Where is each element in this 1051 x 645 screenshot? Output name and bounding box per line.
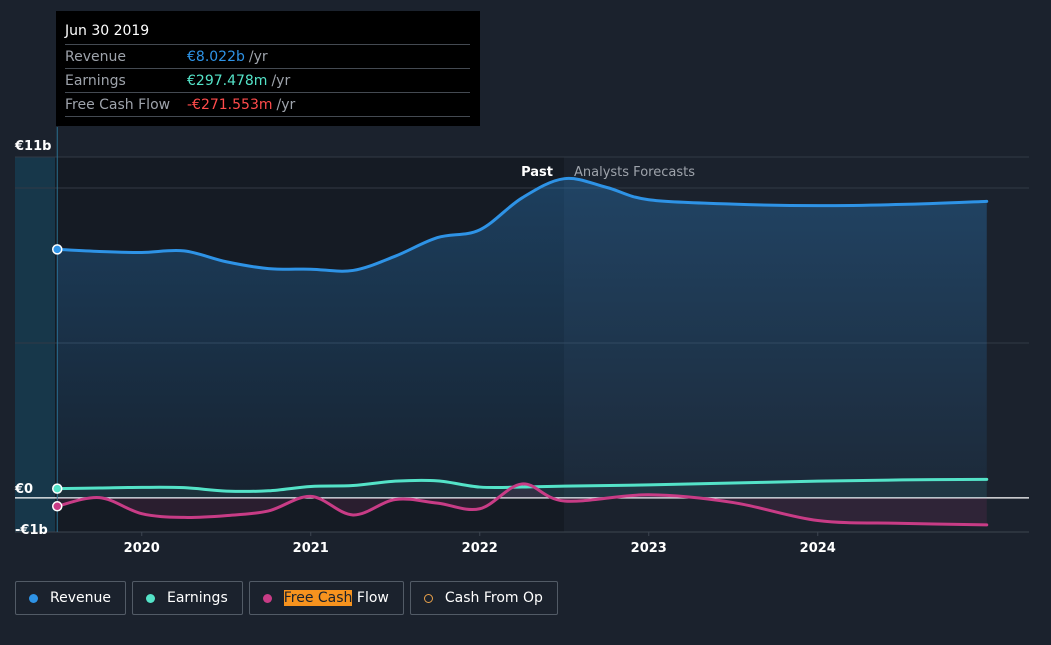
tooltip-label: Earnings [65,72,126,89]
legend-item-revenue[interactable]: Revenue [15,581,126,615]
legend-label: Cash From Op [444,590,543,606]
tooltip-row-earnings: Earnings €297.478m /yr [65,68,470,92]
tooltip-value: €297.478m [187,72,268,89]
series-lines [55,176,989,527]
tooltip-unit: /yr [271,72,291,89]
legend-label: Flow [352,590,389,606]
earnings-highlight-point [52,483,63,494]
y-tick-label: €11b [14,139,51,154]
x-tick-label: 2024 [800,541,836,556]
legend-dot-icon [145,593,155,603]
y-tick-label: -€1b [15,523,48,538]
tooltip-date: Jun 30 2019 [65,23,150,39]
legend-label: Earnings [166,590,228,606]
legend-item-cash-from-op[interactable]: Cash From Op [409,581,558,615]
legend-item-fcf[interactable]: Free Cash Flow [248,581,404,615]
legend-label: Revenue [50,590,111,606]
legend-label-highlight: Free Cash [283,590,353,606]
past-label: Past [521,165,553,180]
fcf-highlight-point [52,501,63,512]
tooltip-value: -€271.553m [187,96,273,113]
revenue-area [57,178,987,498]
highlight-band [15,157,55,532]
tooltip-row-revenue: Revenue €8.022b /yr [65,44,470,68]
tooltip-label: Revenue [65,48,126,65]
highlight-markers [52,244,63,512]
legend-dot-icon [262,593,272,603]
legend-ring-icon [423,593,433,603]
y-tick-label: €0 [14,482,33,497]
legend-dot-icon [29,593,38,603]
x-axis-ticks: 2020 2021 2022 2023 2024 [124,532,836,556]
tooltip-value: €8.022b [187,48,245,65]
x-tick-label: 2020 [124,541,160,556]
legend-item-earnings[interactable]: Earnings [131,581,243,615]
tooltip-unit: /yr [248,48,268,65]
x-tick-label: 2023 [631,541,667,556]
tooltip: Jun 30 2019 Revenue €8.022b /yr Earnings… [56,11,480,126]
x-tick-label: 2021 [293,541,329,556]
fcf-line [55,482,989,527]
revenue-highlight-point [52,244,63,255]
forecast-label: Analysts Forecasts [574,165,695,180]
fcf-area [57,483,987,525]
revenue-line [55,176,989,273]
tooltip-row-fcf: Free Cash Flow -€271.553m /yr [65,92,470,117]
x-tick-label: 2022 [462,541,498,556]
y-axis-ticks: €11b €0 -€1b [14,139,51,538]
tooltip-label: Free Cash Flow [65,96,171,113]
tooltip-unit: /yr [276,96,296,113]
earnings-line [55,477,989,493]
legend: Revenue Earnings Free Cash Flow Cash Fro… [15,581,564,615]
